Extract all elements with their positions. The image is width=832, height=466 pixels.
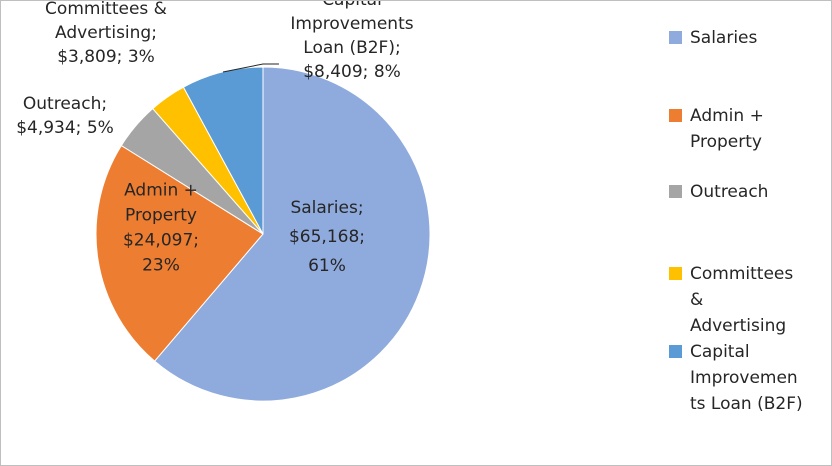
legend-swatch [669,109,682,122]
legend-label: Salaries [690,28,758,48]
data-label-line: Property [125,206,197,226]
data-label-line: Improvements [290,14,413,34]
data-label-line: Committees & [45,1,167,19]
data-label-line: $65,168; [289,227,365,247]
legend-label: Capital Improvemen ts Loan (B2F) [690,342,803,414]
pie-slice-salaries [153,66,431,402]
data-label-line: 61% [308,256,346,276]
data-label-line: Outreach; [23,94,107,114]
data-label-line: $8,409; 8% [303,62,401,82]
legend-swatch [669,31,682,44]
legend-swatch [669,345,682,358]
data-label-capital-improvements-loan-b2f: Capital Improvements Loan (B2F); $8,409; 8% [290,1,413,82]
data-label-line: Advertising; [55,23,157,43]
legend-label: Committees & Advertising [690,264,794,336]
legend-label: Outreach [690,182,769,202]
legend-swatch [669,185,682,198]
data-label-line: $24,097; [123,231,199,251]
data-label-line: Capital [322,1,382,10]
leader-line [222,63,279,73]
data-label-line: Loan (B2F); [303,38,400,58]
data-label-line: Admin + [124,181,198,201]
legend-swatch [669,267,682,280]
legend-label: Admin + Property [690,106,764,152]
data-label-line: $3,809; 3% [57,47,155,67]
pie-slice-admin-property [95,144,264,362]
data-label-admin-property: Admin + Property $24,097; 23% [123,181,199,276]
data-label-line: $4,934; 5% [16,118,114,138]
pie-slice-capital-improvements-loan-b2f [182,66,264,235]
data-label-salaries: Salaries; $65,168; 61% [289,198,365,276]
data-label-outreach: Outreach; $4,934; 5% [16,94,114,138]
data-label-line: Salaries; [290,198,363,218]
data-label-line: 23% [142,256,180,276]
data-label-committees-advertising: Committees & Advertising; $3,809; 3% [45,1,167,67]
